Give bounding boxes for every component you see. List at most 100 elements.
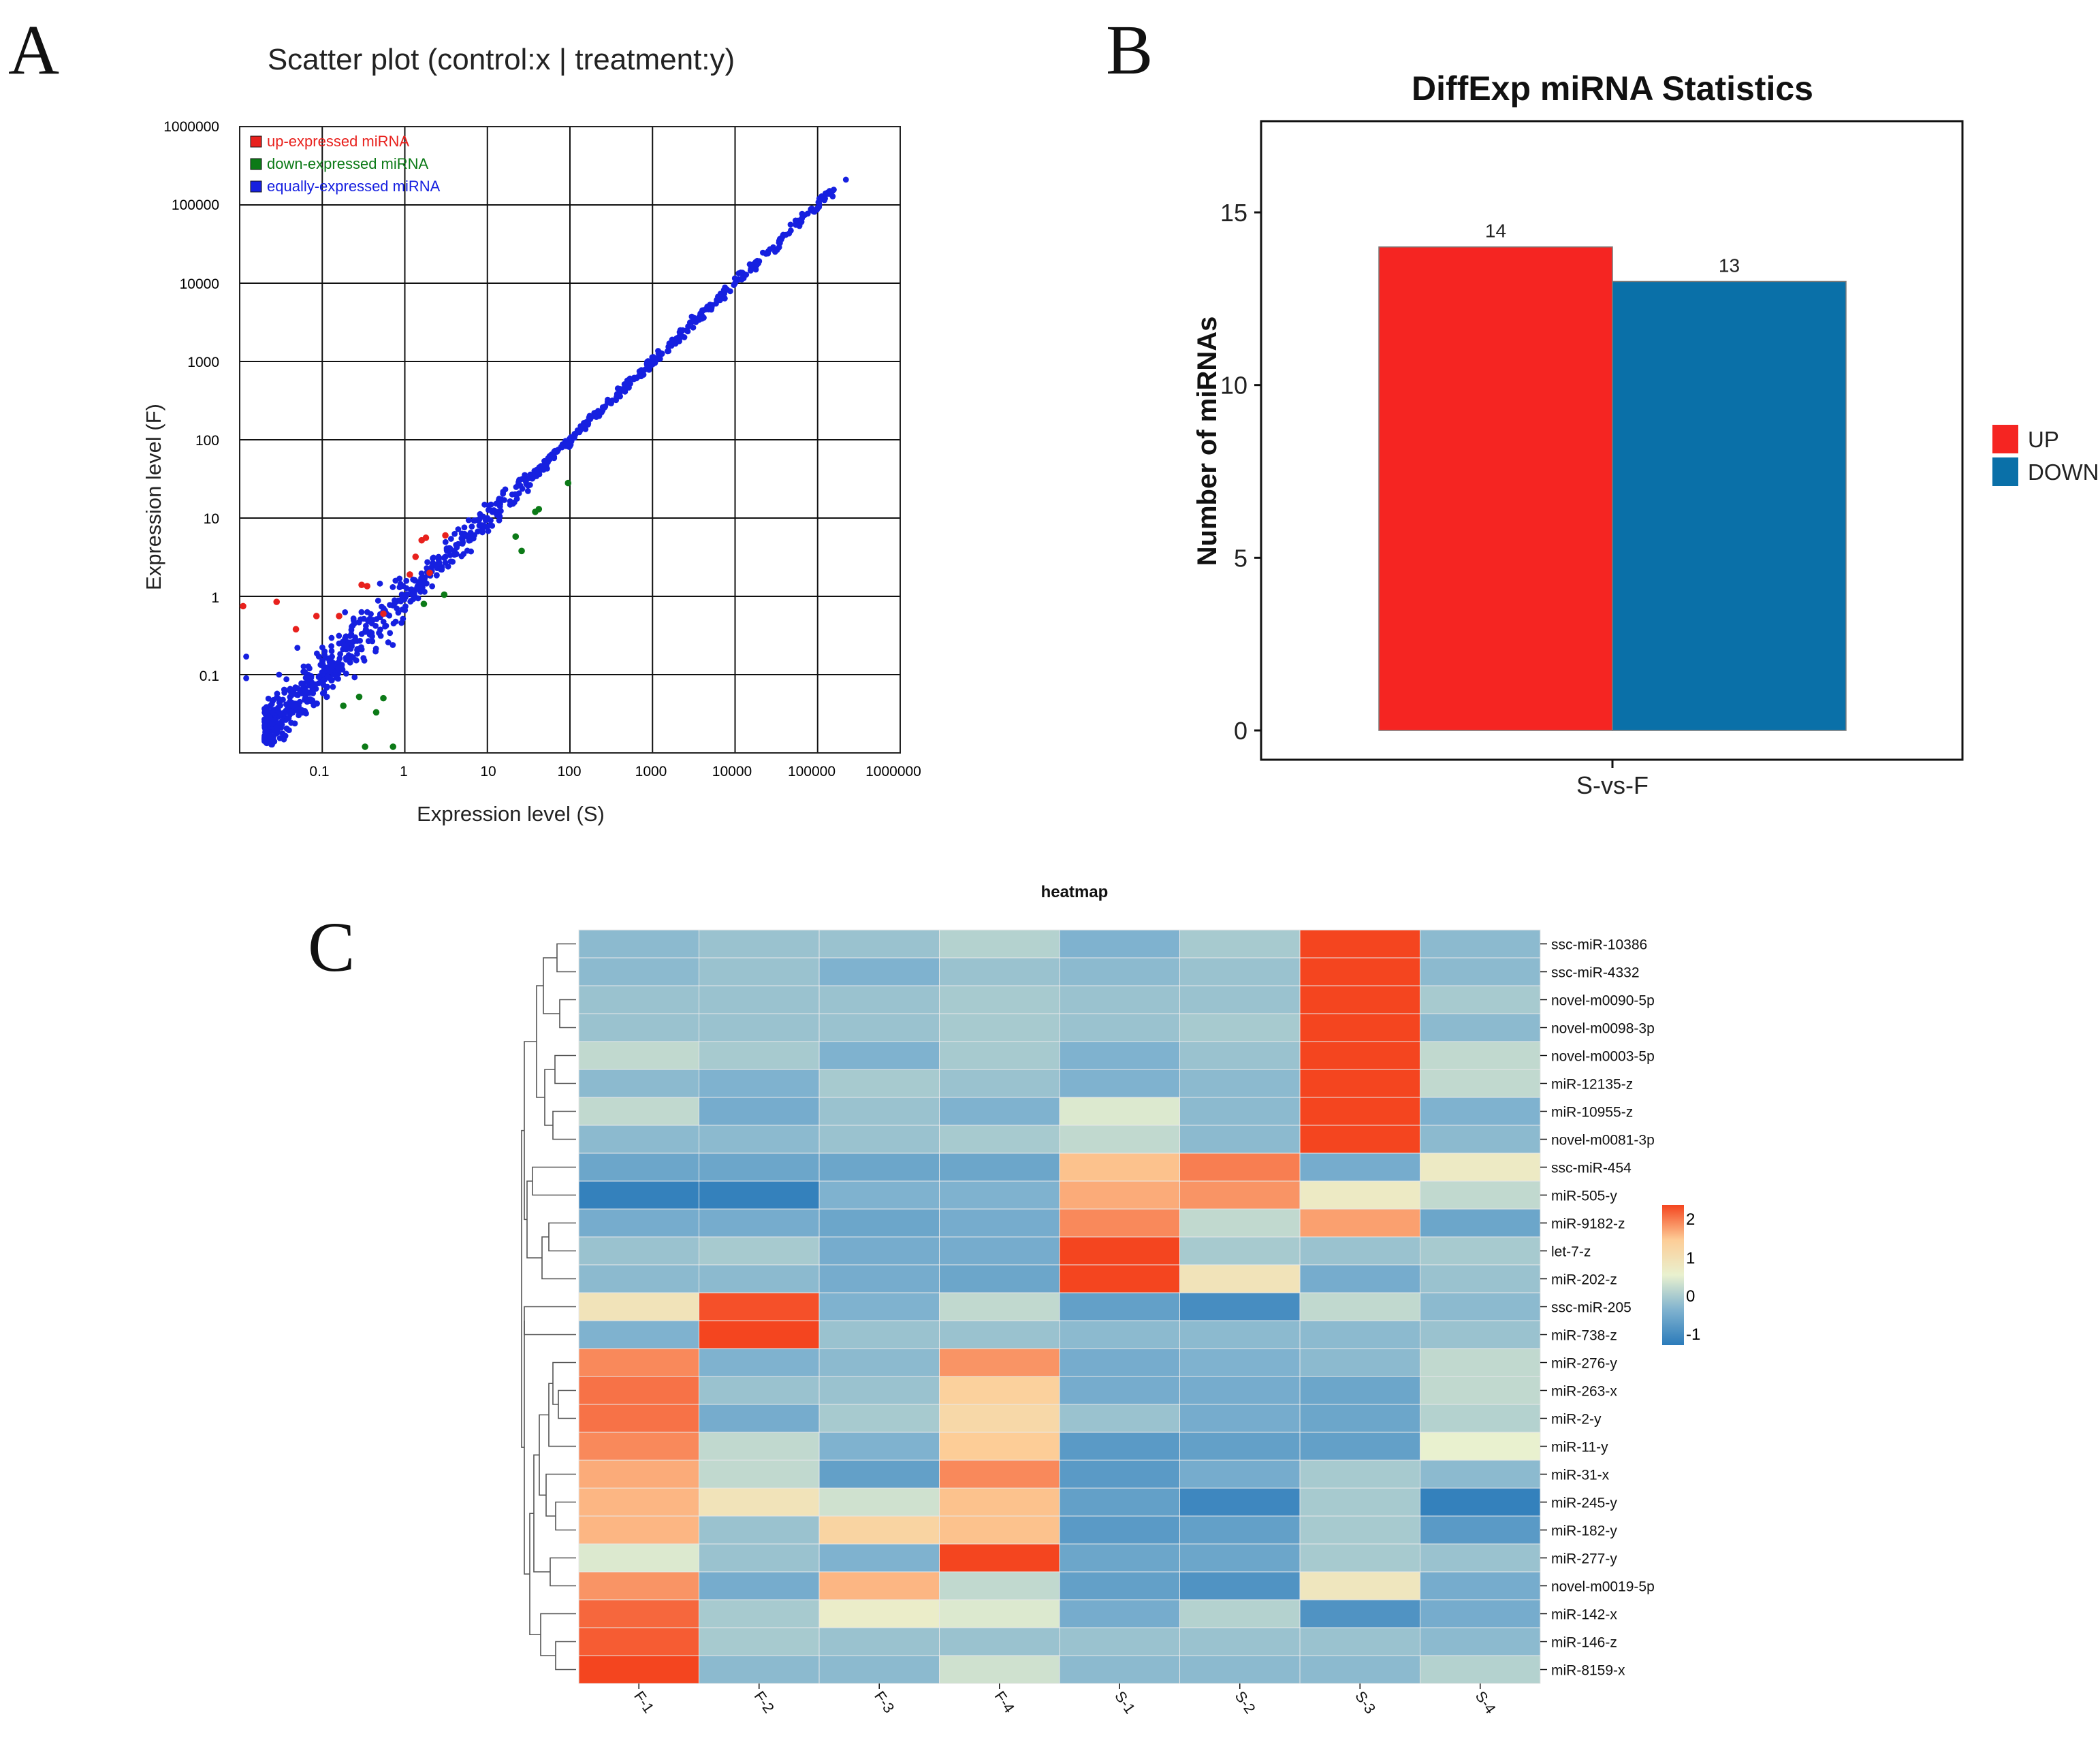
heatmap-cell (1299, 1460, 1420, 1489)
heatmap-cell (1299, 1543, 1420, 1573)
scatter-point-equal (646, 366, 652, 373)
scatter-point-equal (599, 404, 606, 410)
scatter-point-equal (315, 674, 322, 681)
scatter-point-equal (261, 722, 268, 729)
scatter-point-equal (679, 333, 685, 339)
scatter-point-equal (336, 640, 343, 647)
scatter-x-ticks: 0.1 1 10 100 1000 10000 100000 1000000 (309, 764, 921, 779)
heatmap-cell (818, 1292, 940, 1321)
heatmap-cell (578, 1460, 699, 1489)
bar-legend-label: DOWN (2028, 460, 2099, 485)
scatter-y-tick: 1000 (187, 355, 219, 370)
scatter-point-equal (792, 217, 799, 224)
heatmap-column-label: F-1 (631, 1688, 657, 1716)
heatmap-cell (699, 929, 820, 958)
heatmap-cell (1179, 1180, 1301, 1210)
heatmap-cell (818, 1348, 940, 1377)
scatter-point-equal (759, 249, 766, 256)
bar-y-label: Number of miRNAs (1192, 317, 1222, 566)
heatmap-cell (1179, 1432, 1301, 1461)
scatter-point-equal (389, 642, 396, 648)
scatter-point-equal (276, 735, 283, 741)
scatter-point-equal (599, 409, 605, 416)
heatmap-cell (1299, 1515, 1420, 1545)
dendrogram-link (533, 1454, 550, 1573)
heatmap-cell (1179, 1013, 1301, 1042)
scatter-point-equal (347, 639, 353, 646)
scatter-y-tick: 10000 (180, 276, 219, 292)
heatmap-cell (1420, 1264, 1541, 1293)
heatmap-cell (578, 1180, 699, 1210)
heatmap-cell (939, 1571, 1060, 1600)
scatter-point-equal (265, 695, 272, 702)
scatter-point-equal (377, 632, 384, 639)
heatmap-cell (1420, 1460, 1541, 1489)
scatter-point-equal (637, 372, 643, 378)
heatmap-cell (1059, 1097, 1180, 1126)
scatter-point-up (240, 602, 246, 610)
scatter-point-equal (342, 635, 349, 642)
heatmap-cell (939, 985, 1060, 1014)
heatmap-cell (699, 1292, 820, 1321)
scatter-y-tick: 100000 (172, 197, 219, 213)
heatmap-cell (818, 1627, 940, 1656)
scatter-point-equal (377, 626, 383, 633)
scatter-point-equal (702, 306, 709, 313)
scatter-points (240, 176, 849, 750)
scatter-point-equal (816, 204, 823, 210)
scatter-point-equal (351, 617, 357, 624)
heatmap-cell (578, 1125, 699, 1154)
heatmap-cell (1299, 1404, 1420, 1433)
heatmap-row-label: miR-11-y (1551, 1440, 1608, 1455)
heatmap-cell (818, 1543, 940, 1573)
heatmap-cell (1179, 1376, 1301, 1405)
scatter-point-equal (529, 472, 536, 479)
heatmap-title: heatmap (1041, 883, 1109, 901)
dendrogram-link (545, 1473, 576, 1517)
heatmap-cell (1420, 1292, 1541, 1321)
scatter-point-equal (507, 498, 513, 504)
heatmap-cell (1059, 985, 1180, 1014)
heatmap-cell (578, 1097, 699, 1126)
heatmap-cell (699, 1460, 820, 1489)
heatmap-cell (699, 1543, 820, 1573)
scatter-point-equal (641, 367, 648, 373)
colorbar-gradient (1662, 1205, 1684, 1345)
scatter-point-equal (379, 603, 385, 610)
scatter-point-equal (321, 689, 328, 696)
heatmap-cell (1179, 1348, 1301, 1377)
scatter-point-equal (372, 648, 379, 655)
dendrogram-link (558, 1389, 576, 1419)
heatmap-row-label: miR-505-y (1551, 1189, 1617, 1204)
scatter-point-equal (269, 741, 275, 748)
heatmap-row-label: novel-m0090-5p (1551, 993, 1655, 1009)
scatter-point-up (407, 571, 413, 578)
heatmap-cell (1420, 1180, 1541, 1210)
scatter-point-equal (264, 718, 270, 724)
heatmap-row-label: novel-m0081-3p (1551, 1133, 1655, 1148)
heatmap-cell (818, 1236, 940, 1266)
heatmap-cell (939, 1515, 1060, 1545)
scatter-point-down (340, 702, 347, 709)
colorbar-tick: 0 (1686, 1287, 1695, 1306)
scatter-point-equal (296, 708, 303, 715)
heatmap-cell (578, 1153, 699, 1182)
heatmap-cell (1420, 1097, 1541, 1126)
heatmap-cell (1179, 1543, 1301, 1573)
heatmap-cell (1420, 1153, 1541, 1182)
scatter-point-equal (328, 666, 334, 673)
scatter-x-tick: 1000000 (865, 764, 921, 779)
heatmap-cell (1179, 1655, 1301, 1684)
scatter-point-equal (494, 509, 500, 515)
scatter-point-equal (752, 266, 759, 273)
legend-swatch-up (250, 135, 262, 148)
legend-swatch-equal (250, 180, 262, 193)
heatmap-cell (1059, 1208, 1180, 1238)
bar-y-tick-label: 10 (1220, 372, 1247, 400)
heatmap-cell (578, 1264, 699, 1293)
heatmap-column-label: F-4 (991, 1688, 1018, 1716)
heatmap-row-label: miR-263-x (1551, 1384, 1617, 1400)
scatter-point-down (564, 479, 572, 487)
scatter-point-equal (743, 272, 750, 278)
heatmap-column-label: S-3 (1352, 1688, 1379, 1717)
